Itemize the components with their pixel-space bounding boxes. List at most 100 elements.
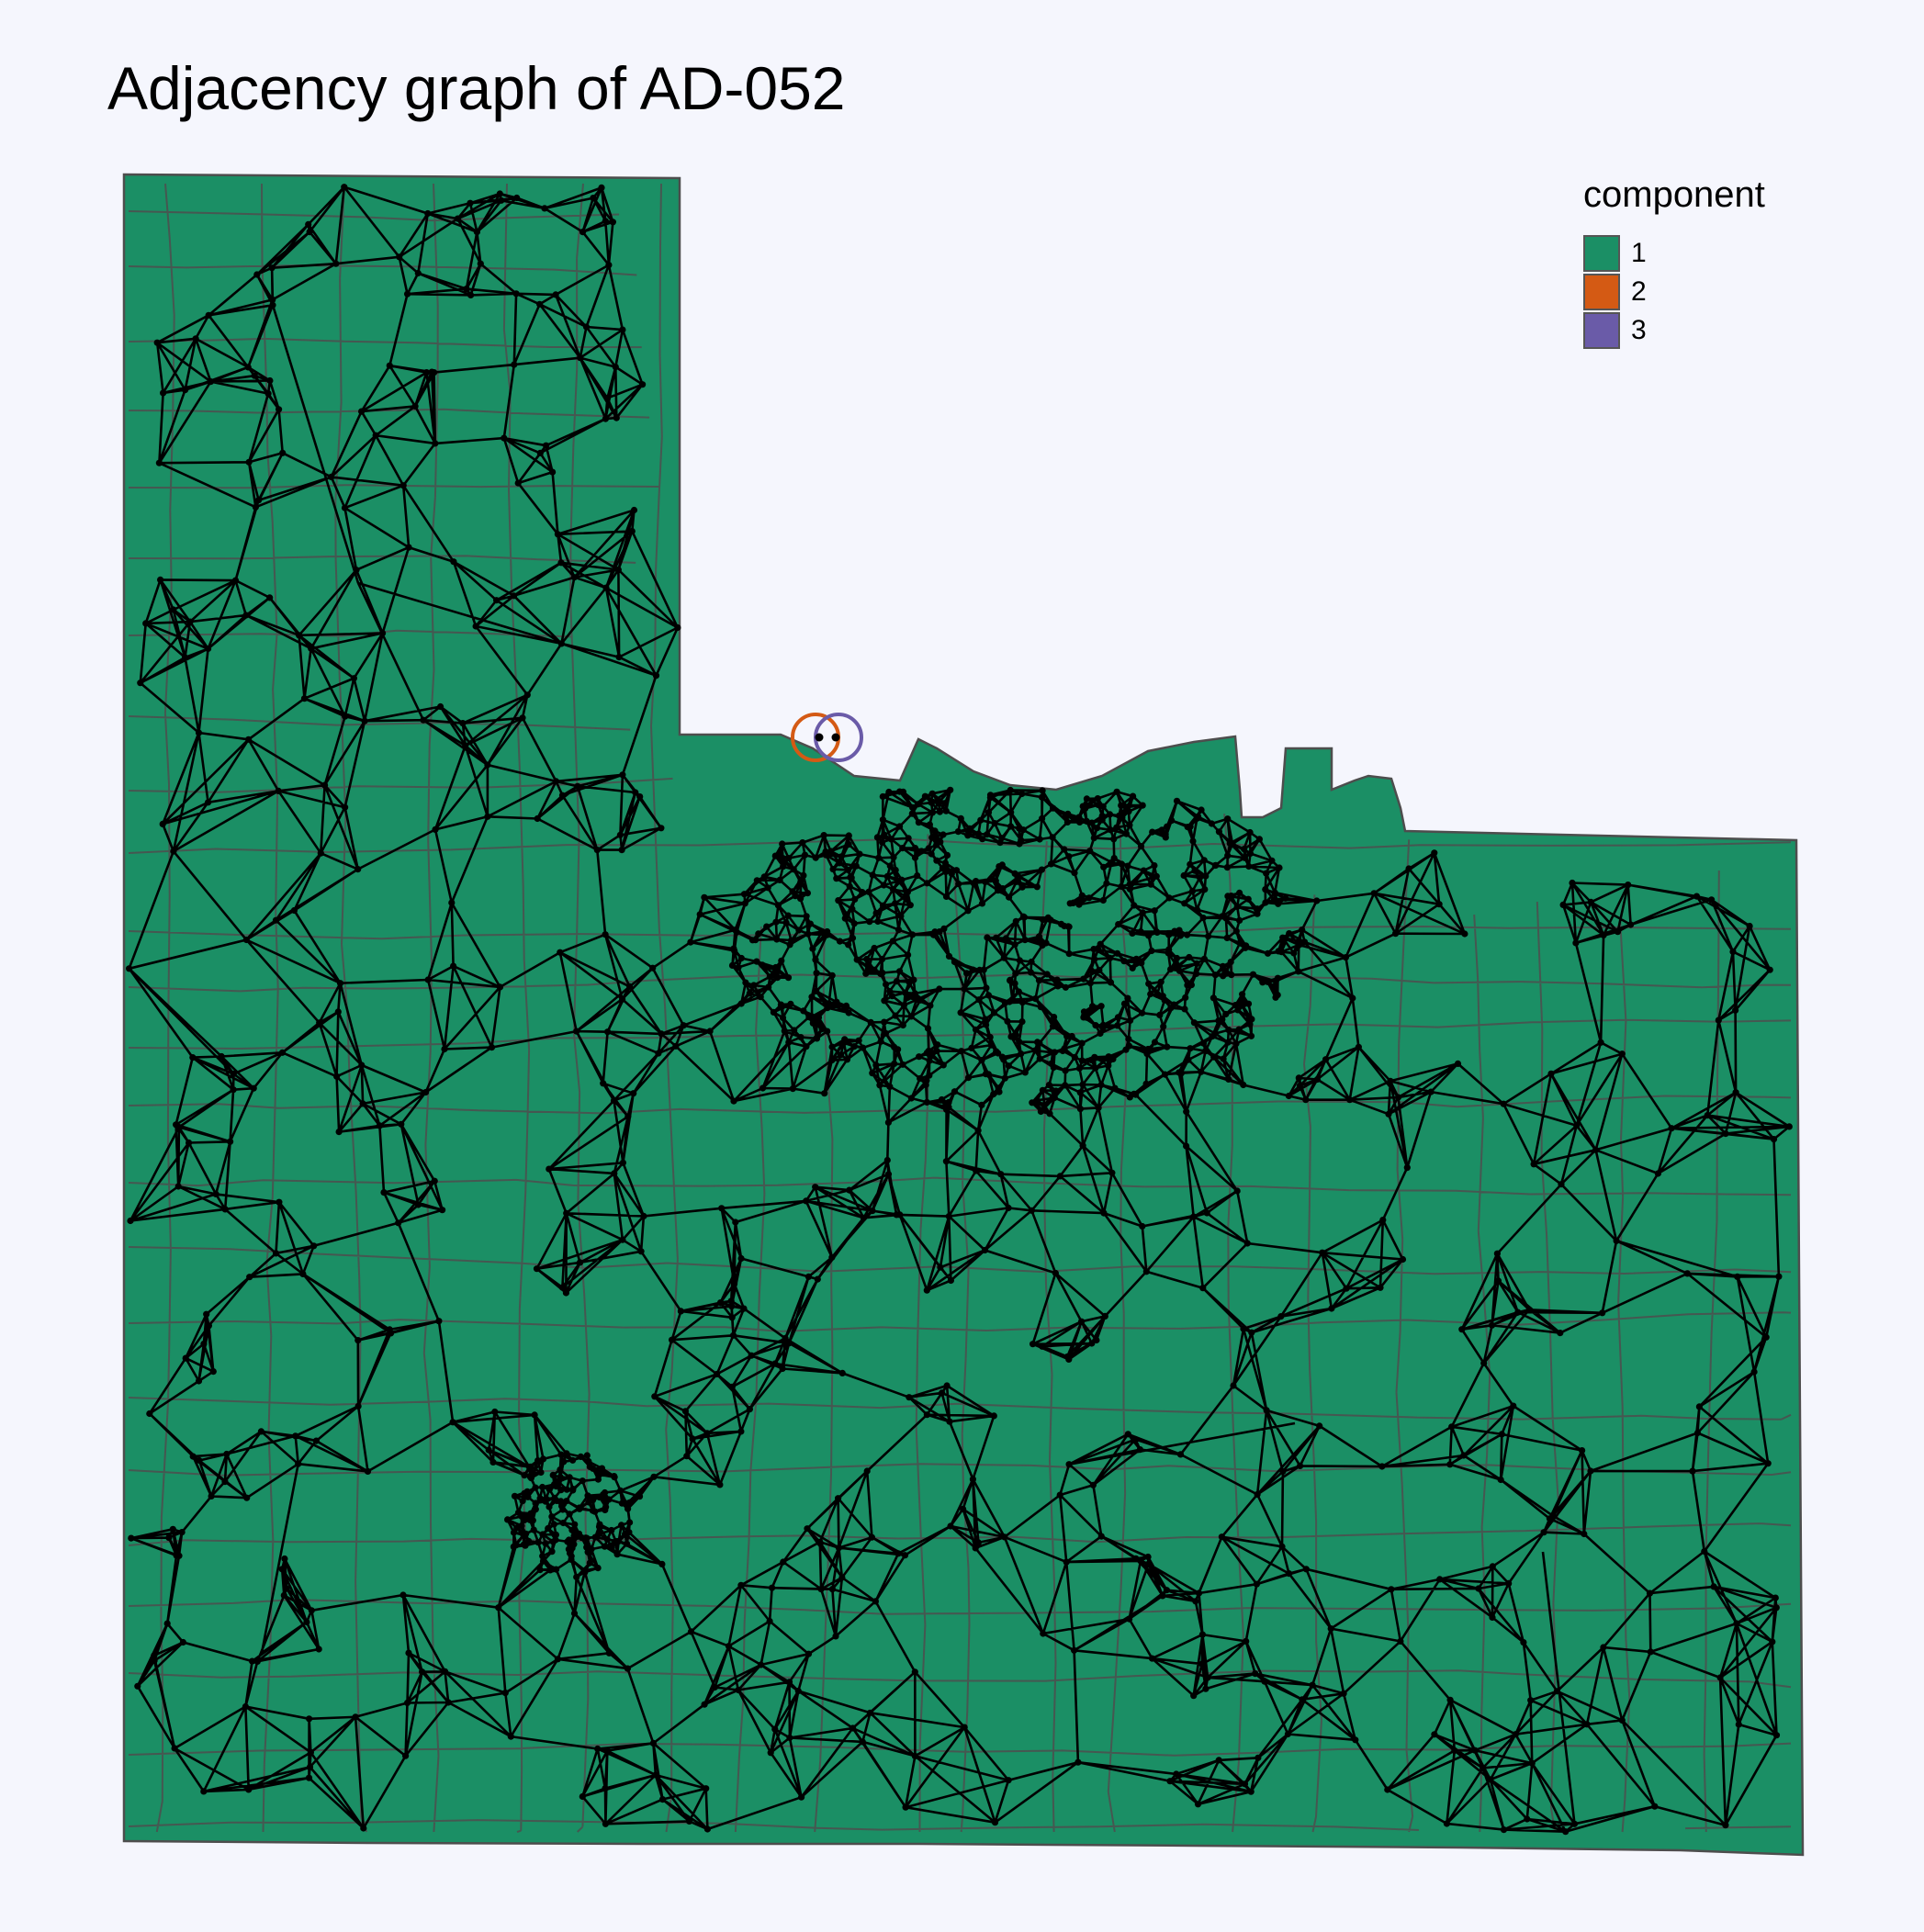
graph-node	[1065, 923, 1073, 930]
graph-node	[869, 1070, 876, 1077]
graph-node	[462, 742, 469, 749]
graph-node	[404, 290, 411, 298]
graph-node	[917, 1074, 924, 1083]
graph-node	[1153, 872, 1160, 880]
graph-node	[915, 801, 922, 808]
graph-node	[957, 1009, 964, 1017]
graph-node	[952, 867, 961, 874]
graph-node	[856, 850, 863, 858]
graph-node	[1247, 1032, 1255, 1039]
graph-node	[1124, 994, 1131, 1002]
graph-node	[1618, 1716, 1626, 1724]
graph-node	[593, 847, 601, 854]
graph-node	[728, 1383, 736, 1390]
graph-node	[1203, 1209, 1210, 1217]
graph-node	[484, 761, 491, 769]
graph-node	[1528, 1759, 1536, 1767]
graph-node	[295, 1460, 302, 1467]
graph-node	[1132, 1091, 1140, 1098]
graph-node	[266, 376, 274, 385]
graph-node	[1039, 814, 1046, 823]
graph-node	[1272, 994, 1279, 1001]
graph-node	[1198, 1068, 1205, 1075]
graph-node	[1180, 871, 1187, 880]
graph-node	[419, 1668, 426, 1676]
graph-node	[1397, 1637, 1404, 1645]
graph-node	[1149, 828, 1156, 836]
graph-node	[507, 1733, 514, 1740]
graph-node	[334, 1008, 342, 1016]
graph-node	[1549, 1512, 1557, 1520]
graph-node	[504, 1516, 512, 1523]
graph-node	[1201, 886, 1209, 893]
graph-node	[1505, 1579, 1513, 1587]
graph-node	[424, 209, 432, 218]
graph-node	[902, 1803, 909, 1811]
graph-node	[1558, 1181, 1565, 1188]
graph-node	[126, 965, 133, 972]
graph-node	[1695, 1403, 1703, 1410]
graph-node	[573, 1573, 580, 1580]
graph-node	[1144, 1560, 1153, 1567]
graph-node	[518, 1522, 525, 1530]
graph-node	[532, 1500, 539, 1507]
graph-node	[1701, 1547, 1708, 1556]
graph-node	[889, 938, 897, 945]
graph-node	[879, 792, 886, 801]
graph-node	[1005, 1777, 1012, 1784]
graph-node	[849, 1724, 857, 1732]
graph-node	[563, 1486, 570, 1493]
graph-node	[1451, 1747, 1458, 1754]
graph-node	[1168, 817, 1176, 825]
graph-node	[1012, 970, 1019, 977]
graph-node	[1058, 920, 1065, 928]
graph-node	[558, 1284, 567, 1291]
graph-node	[637, 1248, 645, 1255]
graph-node	[883, 981, 890, 988]
graph-node	[812, 854, 819, 861]
graph-node	[1224, 852, 1232, 859]
graph-node	[1137, 1557, 1144, 1565]
graph-node	[985, 992, 993, 999]
graph-node	[305, 1774, 313, 1781]
graph-node	[1101, 1312, 1108, 1320]
graph-node	[1092, 1022, 1099, 1029]
graph-node	[1097, 1533, 1105, 1540]
graph-node	[1115, 921, 1122, 928]
graph-node	[1232, 1040, 1240, 1048]
graph-node	[541, 205, 548, 212]
graph-node	[1054, 983, 1062, 990]
graph-node	[974, 1127, 982, 1134]
graph-node	[877, 1038, 884, 1045]
graph-node	[696, 911, 703, 918]
graph-node	[1129, 964, 1136, 972]
graph-node	[947, 1276, 954, 1285]
graph-node	[1198, 1660, 1206, 1668]
graph-node	[964, 907, 972, 915]
graph-node	[1137, 928, 1144, 936]
graph-node	[1195, 1589, 1203, 1597]
graph-node	[1018, 790, 1026, 798]
legend: component 1 2 3	[1583, 174, 1765, 350]
graph-node	[205, 1322, 212, 1330]
graph-node	[1113, 824, 1120, 831]
graph-node	[1349, 994, 1356, 1002]
graph-node	[755, 930, 762, 938]
graph-node	[850, 1043, 858, 1050]
graph-node	[1065, 950, 1073, 958]
graph-node	[976, 966, 984, 973]
graph-node	[1284, 1730, 1291, 1738]
graph-node	[924, 1025, 932, 1032]
graph-node	[1151, 862, 1158, 870]
graph-node	[1114, 1014, 1122, 1021]
graph-node	[1148, 947, 1155, 955]
graph-node	[577, 1453, 585, 1460]
graph-node	[1165, 946, 1173, 953]
graph-node	[532, 1484, 539, 1491]
graph-node	[1236, 939, 1243, 947]
graph-node	[1245, 862, 1253, 871]
graph-node	[1716, 1674, 1724, 1681]
graph-node	[1012, 917, 1019, 925]
graph-node	[658, 1030, 665, 1038]
graph-node	[911, 1668, 918, 1676]
